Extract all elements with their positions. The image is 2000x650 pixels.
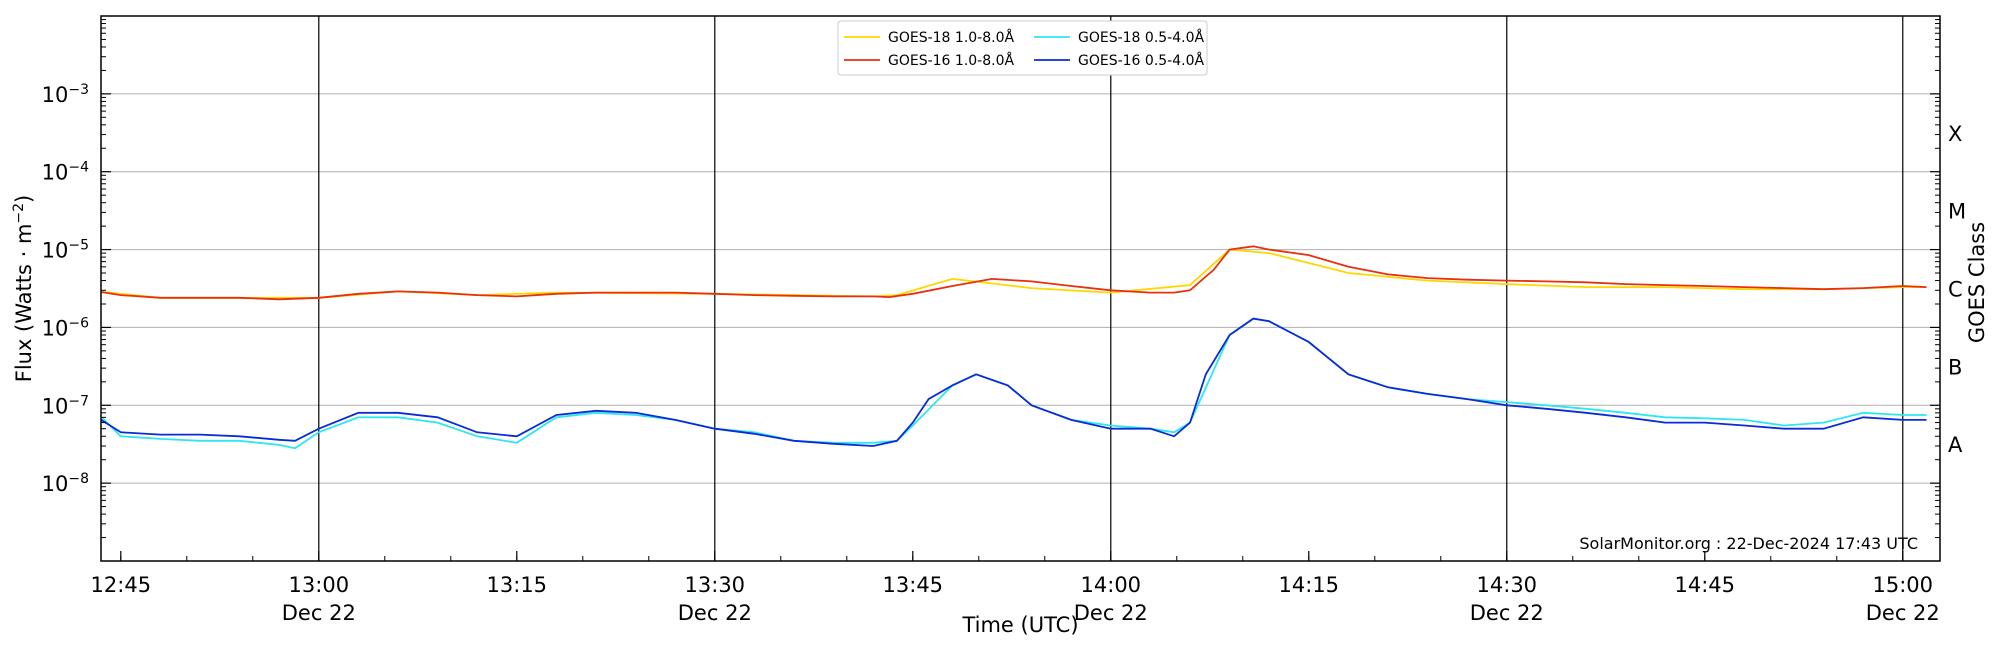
legend-label-2: GOES-18 0.5-4.0Å <box>1078 29 1204 46</box>
y-tick-label: 10−7 <box>42 393 89 418</box>
legend: GOES-18 1.0-8.0Å GOES-16 1.0-8.0Å GOES-18 … <box>837 20 1208 76</box>
y-tick-label: 10−5 <box>42 238 89 263</box>
y-tick-label: 10−6 <box>42 315 89 340</box>
goes-class-a: A <box>1948 433 1963 457</box>
x-tick-label-time: 13:15 <box>487 573 548 597</box>
series-line-1 <box>101 245 1927 301</box>
x-axis-label: Time (UTC) <box>961 613 1078 637</box>
goes-class-c: C <box>1948 278 1963 302</box>
x-tick-label-date: Dec 22 <box>1074 601 1148 625</box>
y-tick-base: 10 <box>42 239 69 263</box>
y-tick-label: 10−8 <box>42 471 89 496</box>
x-tick-label-time: 14:15 <box>1279 573 1340 597</box>
credit-text: SolarMonitor.org : 22-Dec-2024 17:43 UTC <box>1579 534 1918 553</box>
y-tick-exponent: −3 <box>68 82 89 98</box>
goes-class-axis-label: GOES Class <box>1965 222 1989 343</box>
x-tick-label-date: Dec 22 <box>1866 601 1940 625</box>
y-axis-label: Flux (Watts · m−2) <box>11 195 36 383</box>
goes-class-labels: A B C M X <box>1948 122 1966 457</box>
x-tick-label-time: 12:45 <box>91 573 152 597</box>
y-axis-label-close: ) <box>12 195 36 203</box>
x-tick-label-time: 13:00 <box>289 573 350 597</box>
plot-frame <box>100 15 1941 562</box>
legend-label-0: GOES-18 1.0-8.0Å <box>888 29 1014 46</box>
y-axis-label-main: Flux (Watts · m <box>12 224 36 383</box>
goes-class-m: M <box>1948 200 1966 224</box>
x-tick-label-time: 15:00 <box>1873 573 1934 597</box>
half-hour-lines <box>318 16 1904 561</box>
goes-class-x: X <box>1948 122 1962 146</box>
legend-label-3: GOES-16 0.5-4.0Å <box>1078 52 1204 69</box>
x-tick-label-date: Dec 22 <box>282 601 356 625</box>
x-tick-label-time: 14:45 <box>1675 573 1736 597</box>
x-tick-label-time: 14:00 <box>1081 573 1142 597</box>
series-line-0 <box>101 248 1927 299</box>
y-tick-base: 10 <box>42 83 69 107</box>
goes-class-b: B <box>1948 355 1962 379</box>
legend-label-1: GOES-16 1.0-8.0Å <box>888 52 1014 69</box>
series-line-3 <box>101 317 1927 447</box>
x-tick-label-time: 14:30 <box>1477 573 1538 597</box>
series-line-2 <box>101 317 1927 450</box>
y-tick-exponent: −4 <box>68 160 89 176</box>
chart-grid <box>101 93 1940 484</box>
x-tick-label-time: 13:45 <box>883 573 944 597</box>
flux-series <box>101 245 1927 450</box>
y-tick-label: 10−4 <box>42 160 89 185</box>
y-tick-label: 10−3 <box>42 82 89 107</box>
x-tick-label-time: 13:30 <box>685 573 746 597</box>
x-tick-label-date: Dec 22 <box>1470 601 1544 625</box>
y-tick-base: 10 <box>42 316 69 340</box>
y-tick-base: 10 <box>42 394 69 418</box>
y-tick-exponent: −6 <box>68 315 89 331</box>
y-axis-label-sup: −2 <box>11 203 27 224</box>
y-tick-base: 10 <box>42 161 69 185</box>
legend-box <box>837 20 1208 76</box>
y-tick-exponent: −7 <box>68 393 89 409</box>
y-tick-base: 10 <box>42 472 69 496</box>
x-tick-label-date: Dec 22 <box>678 601 752 625</box>
y-tick-exponent: −8 <box>68 471 89 487</box>
y-tick-exponent: −5 <box>68 238 89 254</box>
